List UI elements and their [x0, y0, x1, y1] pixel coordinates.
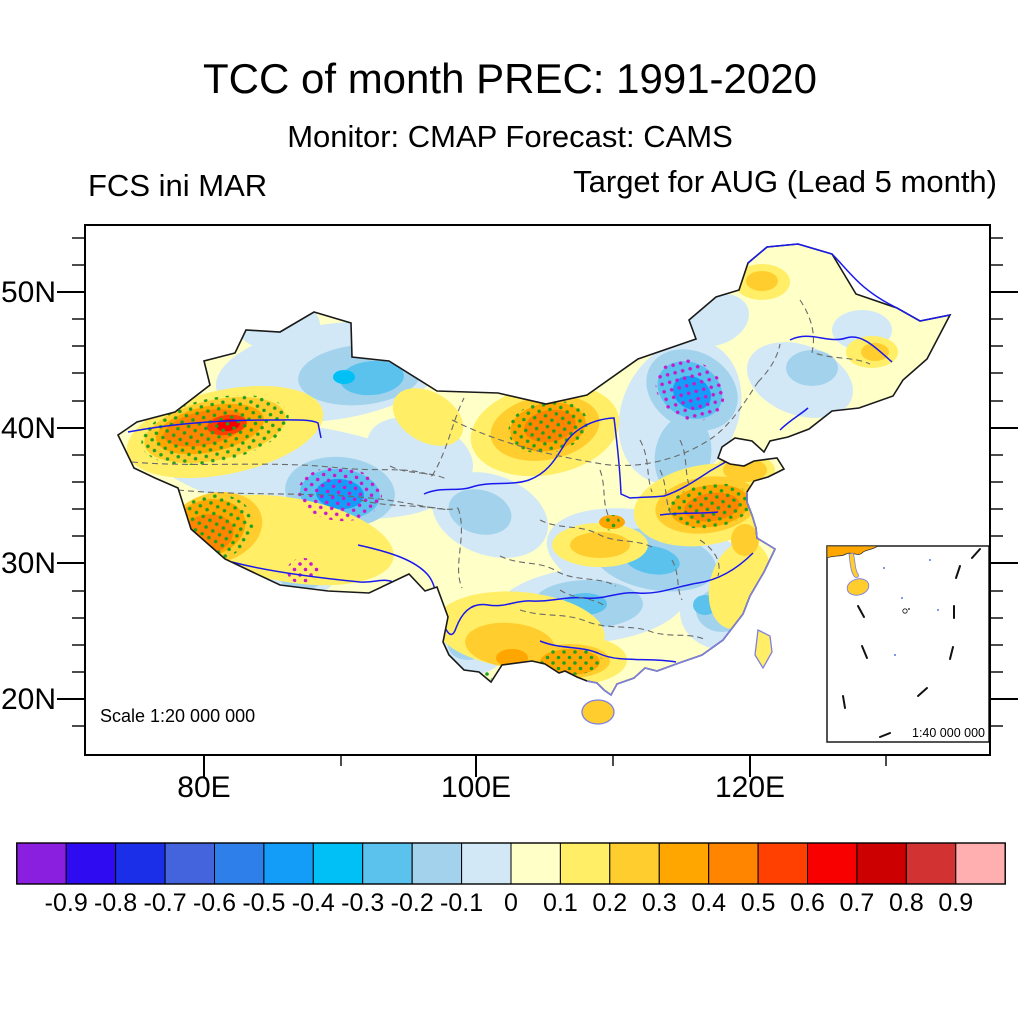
colorbar-tick-label: 0.5 [741, 889, 776, 917]
colorbar-cell [214, 842, 265, 885]
colorbar-tick-label: 0.7 [840, 889, 875, 917]
south-china-sea-inset: 1:40 000 000 [826, 545, 990, 743]
province-boundaries [131, 299, 871, 641]
stipple-green-significant-positive [141, 395, 752, 682]
colorbar-cell [856, 842, 907, 885]
colorbar-cell [905, 842, 957, 885]
colorbar-tick-label: -0.3 [341, 889, 384, 917]
lon-label-120e: 120E [715, 771, 785, 804]
colorbar-tick-label: -0.1 [440, 889, 483, 917]
colorbar-tick-label: -0.9 [45, 889, 88, 917]
colorbar-cell [461, 842, 512, 885]
inset-islet [908, 608, 910, 610]
page-title: TCC of month PREC: 1991-2020 [203, 55, 817, 102]
colorbar-cell [708, 842, 759, 885]
latitude-major-ticks [57, 291, 1018, 700]
colorbar-cell [807, 842, 858, 885]
longitude-minor-ticks [340, 755, 887, 766]
colorbar-cell [559, 842, 611, 885]
colorbar-tick-label: -0.6 [193, 889, 236, 917]
lat-label-20n: 20N [1, 683, 56, 716]
colorbar-tick-label: 0.6 [790, 889, 825, 917]
lat-label-50n: 50N [1, 276, 56, 309]
colorbar-cell [757, 842, 808, 885]
colorbar-tick-label: -0.2 [391, 889, 434, 917]
colorbar-tick-label: 0.4 [691, 889, 726, 917]
colorbar-tick-label: 0.3 [642, 889, 677, 917]
colorbar-tick-label: 0.1 [543, 889, 578, 917]
inset-leizhou-peninsula [848, 552, 859, 578]
taiwan-island [754, 629, 773, 670]
lon-label-100e: 100E [441, 771, 511, 804]
inset-island-group [902, 608, 908, 614]
colorbar-border [16, 842, 1006, 885]
colorbar-cell [411, 842, 463, 885]
colorbar-cell [164, 842, 216, 885]
init-label: FCS ini MAR [88, 168, 267, 203]
colorbar-cell [955, 842, 1006, 885]
colorbar-cell [510, 842, 561, 885]
latitude-minor-ticks [72, 237, 1003, 727]
lat-label-30n: 30N [1, 547, 56, 580]
map-frame [84, 224, 991, 756]
colorbar-tick-label: -0.5 [242, 889, 285, 917]
colorbar-cell [115, 842, 166, 885]
colorbar-cell [16, 842, 67, 885]
colorbar-tick-label: -0.7 [144, 889, 187, 917]
colorbar-cell [65, 842, 117, 885]
inset-scale-label: 1:40 000 000 [912, 726, 985, 740]
inset-hainan-island [846, 578, 870, 596]
map-scale-label: Scale 1:20 000 000 [100, 706, 255, 726]
lon-label-80e: 80E [177, 771, 230, 804]
colorbar-tick-label: -0.8 [94, 889, 137, 917]
colorbar-tick-labels: -0.9 -0.8 -0.7 -0.6 -0.5 -0.4 -0.3 -0.2 -0.1 0 0.1… [45, 889, 974, 917]
colorbar-cell [609, 842, 660, 885]
subtitle-monitor-forecast: Monitor: CMAP Forecast: CAMS [287, 119, 733, 154]
coastline [586, 492, 776, 697]
stipple-magenta-significant-negative [287, 359, 725, 584]
colorbar [16, 842, 1006, 885]
inset-nine-dash-line [842, 548, 981, 738]
colorbar-cell [312, 842, 364, 885]
colorbar-tick-label: 0.8 [889, 889, 924, 917]
colorbar-cell [658, 842, 710, 885]
inset-coastline [826, 545, 880, 559]
longitude-major-ticks [203, 755, 751, 777]
target-label: Target for AUG (Lead 5 month) [573, 164, 997, 199]
contour-level-cyan-spot [333, 370, 355, 384]
china-border-outline [116, 243, 952, 697]
amur-river-border [747, 243, 951, 322]
lat-label-40n: 40N [1, 412, 56, 445]
inset-blue-specks [883, 559, 939, 656]
colorbar-cell [362, 842, 413, 885]
hainan-island [581, 699, 615, 725]
colorbar-cell [263, 842, 314, 885]
colorbar-tick-label: 0 [504, 889, 518, 917]
colorbar-tick-label: 0.2 [592, 889, 627, 917]
colorbar-tick-label: -0.4 [292, 889, 335, 917]
colorbar-tick-label: 0.9 [938, 889, 973, 917]
